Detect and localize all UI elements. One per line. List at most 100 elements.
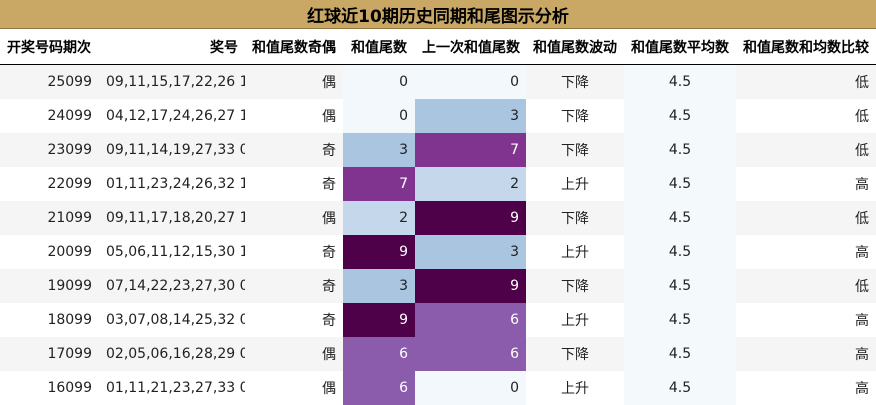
average-cell: 4.5 xyxy=(624,167,736,201)
parity-cell: 奇 xyxy=(245,167,343,201)
parity-cell: 偶 xyxy=(245,201,343,235)
numbers-cell: 01,11,21,23,27,33 06 xyxy=(99,371,245,405)
parity-cell: 偶 xyxy=(245,337,343,371)
prev-tail-cell: 3 xyxy=(415,99,526,133)
average-cell: 4.5 xyxy=(624,269,736,303)
table-row: 18099 03,07,08,14,25,32 06 奇 9 6 上升 4.5 高 xyxy=(0,303,876,337)
average-cell: 4.5 xyxy=(624,133,736,167)
period-cell: 19099 xyxy=(0,269,99,303)
prev-tail-cell: 6 xyxy=(415,303,526,337)
numbers-cell: 03,07,08,14,25,32 06 xyxy=(99,303,245,337)
numbers-cell: 07,14,22,23,27,30 08 xyxy=(99,269,245,303)
compare-cell: 高 xyxy=(736,371,876,405)
parity-cell: 偶 xyxy=(245,64,343,99)
col-header-parity: 和值尾数奇偶 xyxy=(245,29,343,65)
compare-cell: 低 xyxy=(736,269,876,303)
numbers-cell: 02,05,06,16,28,29 04 xyxy=(99,337,245,371)
period-cell: 16099 xyxy=(0,371,99,405)
period-cell: 23099 xyxy=(0,133,99,167)
tail-cell: 6 xyxy=(343,371,415,405)
col-header-numbers: 奖号 xyxy=(99,29,245,65)
col-header-trend: 和值尾数波动 xyxy=(526,29,624,65)
average-cell: 4.5 xyxy=(624,64,736,99)
trend-cell: 上升 xyxy=(526,235,624,269)
prev-tail-cell: 7 xyxy=(415,133,526,167)
prev-tail-cell: 2 xyxy=(415,167,526,201)
compare-cell: 高 xyxy=(736,303,876,337)
table-row: 24099 04,12,17,24,26,27 16 偶 0 3 下降 4.5 低 xyxy=(0,99,876,133)
parity-cell: 奇 xyxy=(245,269,343,303)
parity-cell: 偶 xyxy=(245,99,343,133)
tail-cell: 0 xyxy=(343,99,415,133)
parity-cell: 奇 xyxy=(245,235,343,269)
parity-cell: 偶 xyxy=(245,371,343,405)
numbers-cell: 09,11,15,17,22,26 14 xyxy=(99,64,245,99)
tail-cell: 9 xyxy=(343,303,415,337)
col-header-period: 开奖号码期次 xyxy=(0,29,99,65)
trend-cell: 下降 xyxy=(526,99,624,133)
compare-cell: 低 xyxy=(736,64,876,99)
compare-cell: 高 xyxy=(736,337,876,371)
numbers-cell: 09,11,14,19,27,33 05 xyxy=(99,133,245,167)
average-cell: 4.5 xyxy=(624,337,736,371)
prev-tail-cell: 0 xyxy=(415,64,526,99)
trend-cell: 下降 xyxy=(526,201,624,235)
trend-cell: 上升 xyxy=(526,371,624,405)
tail-cell: 0 xyxy=(343,64,415,99)
table-row: 25099 09,11,15,17,22,26 14 偶 0 0 下降 4.5 低 xyxy=(0,64,876,99)
numbers-cell: 01,11,23,24,26,32 15 xyxy=(99,167,245,201)
numbers-cell: 04,12,17,24,26,27 16 xyxy=(99,99,245,133)
average-cell: 4.5 xyxy=(624,235,736,269)
parity-cell: 奇 xyxy=(245,303,343,337)
header-row: 开奖号码期次 奖号 和值尾数奇偶 和值尾数 上一次和值尾数 和值尾数波动 和值尾… xyxy=(0,29,876,65)
average-cell: 4.5 xyxy=(624,303,736,337)
col-header-tail: 和值尾数 xyxy=(343,29,415,65)
tail-cell: 3 xyxy=(343,269,415,303)
table-title: 红球近10期历史同期和尾图示分析 xyxy=(0,0,876,29)
prev-tail-cell: 9 xyxy=(415,269,526,303)
tail-cell: 9 xyxy=(343,235,415,269)
period-cell: 20099 xyxy=(0,235,99,269)
table-row: 22099 01,11,23,24,26,32 15 奇 7 2 上升 4.5 高 xyxy=(0,167,876,201)
col-header-average: 和值尾数平均数 xyxy=(624,29,736,65)
tail-cell: 3 xyxy=(343,133,415,167)
table-body: 25099 09,11,15,17,22,26 14 偶 0 0 下降 4.5 低 24099 0… xyxy=(0,64,876,405)
average-cell: 4.5 xyxy=(624,371,736,405)
prev-tail-cell: 3 xyxy=(415,235,526,269)
data-table: 开奖号码期次 奖号 和值尾数奇偶 和值尾数 上一次和值尾数 和值尾数波动 和值尾… xyxy=(0,29,876,405)
prev-tail-cell: 6 xyxy=(415,337,526,371)
prev-tail-cell: 9 xyxy=(415,201,526,235)
period-cell: 21099 xyxy=(0,201,99,235)
table-row: 17099 02,05,06,16,28,29 04 偶 6 6 下降 4.5 高 xyxy=(0,337,876,371)
table-row: 21099 09,11,17,18,20,27 15 偶 2 9 下降 4.5 低 xyxy=(0,201,876,235)
tail-cell: 6 xyxy=(343,337,415,371)
numbers-cell: 05,06,11,12,15,30 12 xyxy=(99,235,245,269)
compare-cell: 低 xyxy=(736,201,876,235)
tail-cell: 7 xyxy=(343,167,415,201)
trend-cell: 下降 xyxy=(526,337,624,371)
compare-cell: 低 xyxy=(736,133,876,167)
average-cell: 4.5 xyxy=(624,201,736,235)
trend-cell: 下降 xyxy=(526,269,624,303)
compare-cell: 低 xyxy=(736,99,876,133)
table-row: 20099 05,06,11,12,15,30 12 奇 9 3 上升 4.5 高 xyxy=(0,235,876,269)
tail-cell: 2 xyxy=(343,201,415,235)
period-cell: 18099 xyxy=(0,303,99,337)
col-header-compare: 和值尾数和均数比较 xyxy=(736,29,876,65)
period-cell: 24099 xyxy=(0,99,99,133)
prev-tail-cell: 0 xyxy=(415,371,526,405)
period-cell: 25099 xyxy=(0,64,99,99)
trend-cell: 下降 xyxy=(526,64,624,99)
trend-cell: 上升 xyxy=(526,303,624,337)
compare-cell: 高 xyxy=(736,167,876,201)
period-cell: 22099 xyxy=(0,167,99,201)
trend-cell: 上升 xyxy=(526,167,624,201)
parity-cell: 奇 xyxy=(245,133,343,167)
table-row: 23099 09,11,14,19,27,33 05 奇 3 7 下降 4.5 低 xyxy=(0,133,876,167)
average-cell: 4.5 xyxy=(624,99,736,133)
period-cell: 17099 xyxy=(0,337,99,371)
table-row: 16099 01,11,21,23,27,33 06 偶 6 0 上升 4.5 高 xyxy=(0,371,876,405)
compare-cell: 高 xyxy=(736,235,876,269)
trend-cell: 下降 xyxy=(526,133,624,167)
